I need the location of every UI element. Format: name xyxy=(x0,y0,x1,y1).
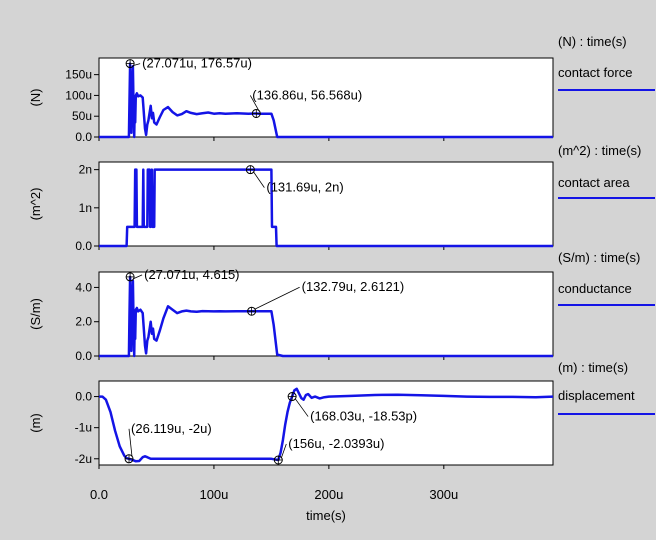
plot-area xyxy=(98,57,554,138)
y-tick-label: 2.0 xyxy=(75,315,92,329)
annotation-label: (131.69u, 2n) xyxy=(266,180,343,195)
legend-header: (N) : time(s) xyxy=(558,34,627,49)
plot-area xyxy=(98,161,554,247)
y-tick-label: -2u xyxy=(75,452,92,466)
x-tick-label: 300u xyxy=(429,487,458,502)
annotation-leader xyxy=(128,428,133,457)
annotation-leader xyxy=(280,443,287,459)
series-line xyxy=(99,275,553,358)
series-line xyxy=(99,168,553,248)
annotation-label: (26.119u, -2u) xyxy=(131,421,212,436)
legend-header: (m^2) : time(s) xyxy=(558,143,641,158)
legend-entry-label: contact force xyxy=(558,65,632,80)
chart-panel: 0.0 50u 100u 150u (N) (27.071u, 176.57u) (136.… xyxy=(28,34,655,144)
annotation-label: (168.03u, -18.53p) xyxy=(310,409,417,424)
legend-entry-label: displacement xyxy=(558,388,635,403)
annotation-label: (132.79u, 2.6121) xyxy=(302,279,405,294)
y-tick-label: 0.0 xyxy=(75,349,92,363)
annotation-leader xyxy=(253,171,265,188)
chart-panel: -2u -1u 0.0 (m) (26.119u, -2u) (168.03u, -18.… xyxy=(28,360,655,469)
annotation-label: (27.071u, 176.57u) xyxy=(142,56,252,71)
y-axis-label: (m) xyxy=(28,413,43,433)
chart-panel: 0.0 1n 2n (m^2) (131.69u, 2n) (m^2) : time(s)… xyxy=(28,143,655,253)
legend-header: (m) : time(s) xyxy=(558,360,628,375)
plot-area xyxy=(98,271,554,357)
y-tick-label: 0.0 xyxy=(75,239,92,253)
legend-header: (S/m) : time(s) xyxy=(558,250,640,265)
annotation-leader xyxy=(249,95,260,112)
annotation-label: (136.86u, 56.568u) xyxy=(252,87,362,102)
x-axis-label: time(s) xyxy=(306,508,346,523)
y-tick-label: 2n xyxy=(79,163,92,177)
y-axis-label: (S/m) xyxy=(28,298,43,330)
annotation-leader xyxy=(294,398,309,417)
annotation-leader xyxy=(132,274,143,280)
y-tick-label: 0.0 xyxy=(75,130,92,144)
legend-entry-label: contact area xyxy=(558,175,630,190)
annotation-label: (27.071u, 4.615) xyxy=(144,267,239,282)
y-tick-label: 100u xyxy=(65,88,92,102)
y-tick-label: -1u xyxy=(75,421,92,435)
y-tick-label: 1n xyxy=(79,201,92,215)
x-tick-label: 0.0 xyxy=(90,487,108,502)
y-tick-label: 0.0 xyxy=(75,390,92,404)
y-tick-label: 4.0 xyxy=(75,280,92,294)
annotation-label: (156u, -2.0393u) xyxy=(288,436,384,451)
y-tick-label: 50u xyxy=(72,109,92,123)
annotation-leader xyxy=(254,286,300,310)
y-axis-label: (N) xyxy=(28,88,43,106)
legend-entry-label: conductance xyxy=(558,281,632,296)
plot-area xyxy=(98,380,554,466)
y-axis-label: (m^2) xyxy=(28,188,43,221)
x-tick-label: 200u xyxy=(314,487,343,502)
x-tick-label: 100u xyxy=(199,487,228,502)
series-line xyxy=(99,62,553,139)
chart-panel: 0.0 2.0 4.0 (S/m) (27.071u, 4.615) (132.79u, … xyxy=(28,250,655,363)
y-tick-label: 150u xyxy=(65,68,92,82)
annotation-leader xyxy=(133,63,141,66)
series-line xyxy=(99,387,554,463)
